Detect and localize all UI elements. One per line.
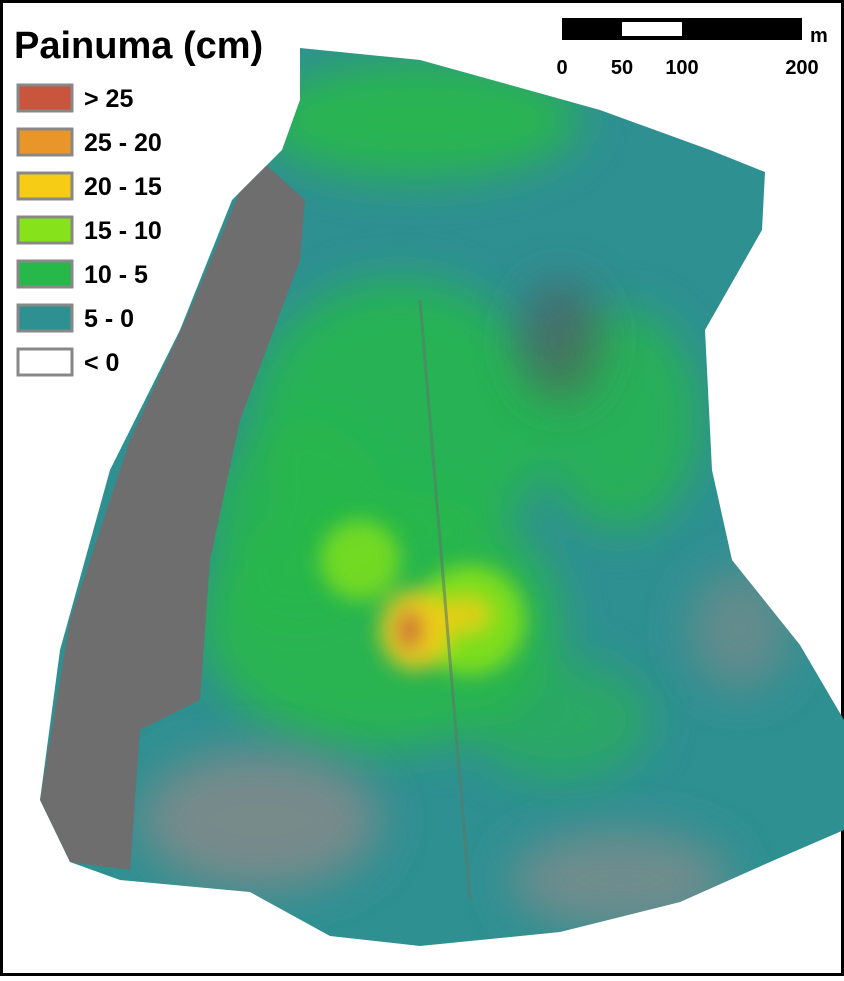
legend-label: 10 - 5	[84, 261, 148, 289]
legend-label: 20 - 15	[84, 173, 162, 201]
legend-label: 15 - 10	[84, 217, 162, 245]
scale-bar-unit: m	[810, 25, 828, 47]
legend-swatch	[18, 349, 72, 375]
legend-swatch	[18, 261, 72, 287]
scale-bar-label: 100	[665, 57, 698, 79]
scale-bar-label: 0	[556, 57, 567, 79]
map: Painuma (cm) > 25 25 - 20 20 - 15 15 - 10 10…	[0, 0, 844, 976]
legend-swatch	[18, 129, 72, 155]
page: Painuma (cm) > 25 25 - 20 20 - 15 15 - 10 10…	[0, 0, 844, 976]
legend-label: 5 - 0	[84, 305, 134, 333]
legend-swatch	[18, 173, 72, 199]
scale-bar-label: 50	[611, 57, 633, 79]
scale-bar-segment	[622, 22, 682, 36]
legend-label: < 0	[84, 349, 119, 377]
scale-bar-label: 200	[785, 57, 818, 79]
legend-swatch	[18, 217, 72, 243]
legend-swatch	[18, 85, 72, 111]
legend-label: 25 - 20	[84, 129, 162, 157]
legend-label: > 25	[84, 85, 133, 113]
legend-swatch	[18, 305, 72, 331]
map-title: Painuma (cm)	[14, 25, 263, 67]
